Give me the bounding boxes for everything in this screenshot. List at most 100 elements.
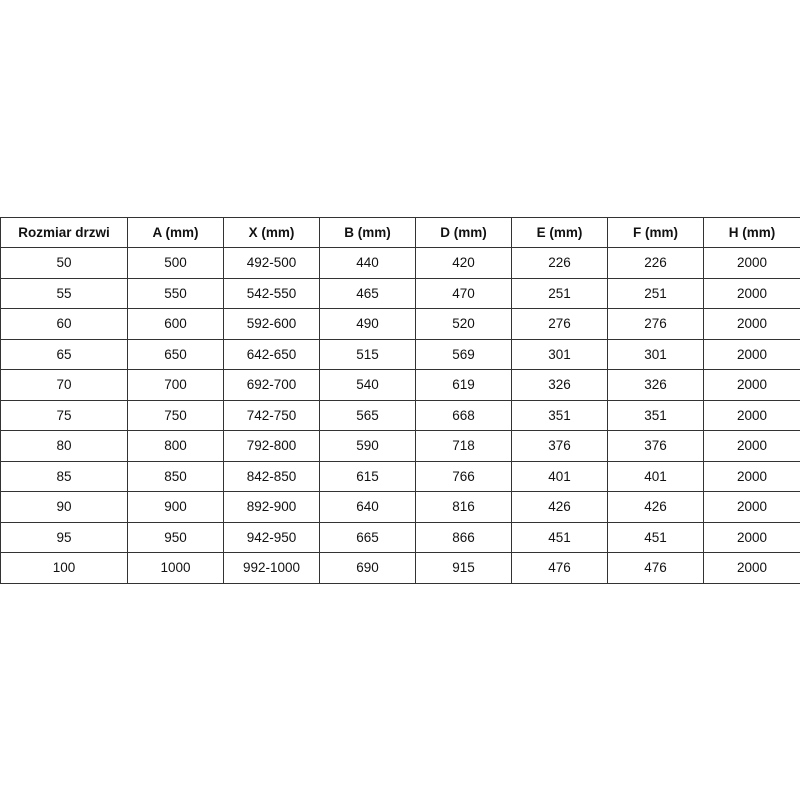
- table-cell: 642-650: [223, 338, 320, 370]
- table-row: 75 750 742-750 565 668 351 351 2000: [0, 399, 800, 431]
- table-cell: 80: [0, 430, 128, 462]
- table-cell: 2000: [703, 552, 800, 584]
- table-cell: 700: [127, 369, 224, 401]
- table-cell: 619: [415, 369, 512, 401]
- table-cell: 426: [511, 491, 608, 523]
- table-cell: 351: [511, 399, 608, 431]
- table-cell: 750: [127, 399, 224, 431]
- table-cell: 490: [319, 308, 416, 340]
- table-cell: 892-900: [223, 491, 320, 523]
- table-cell: 640: [319, 491, 416, 523]
- table-cell: 376: [607, 430, 704, 462]
- table-cell: 550: [127, 277, 224, 309]
- table-cell: 2000: [703, 247, 800, 279]
- table-cell: 226: [607, 247, 704, 279]
- column-header: A (mm): [127, 217, 224, 248]
- table-cell: 600: [127, 308, 224, 340]
- table-row: 60 600 592-600 490 520 276 276 2000: [0, 308, 800, 340]
- table-cell: 500: [127, 247, 224, 279]
- table-cell: 515: [319, 338, 416, 370]
- table-cell: 326: [607, 369, 704, 401]
- table-cell: 476: [511, 552, 608, 584]
- table-cell: 451: [607, 521, 704, 553]
- table-cell: 668: [415, 399, 512, 431]
- table-cell: 326: [511, 369, 608, 401]
- column-header: D (mm): [415, 217, 512, 248]
- table-cell: 2000: [703, 491, 800, 523]
- table-cell: 842-850: [223, 460, 320, 492]
- column-header: B (mm): [319, 217, 416, 248]
- table-cell: 2000: [703, 460, 800, 492]
- table-cell: 100: [0, 552, 128, 584]
- column-header: H (mm): [703, 217, 800, 248]
- table-cell: 540: [319, 369, 416, 401]
- column-header: E (mm): [511, 217, 608, 248]
- table-cell: 590: [319, 430, 416, 462]
- column-header: F (mm): [607, 217, 704, 248]
- table-cell: 85: [0, 460, 128, 492]
- table-row: 90 900 892-900 640 816 426 426 2000: [0, 491, 800, 523]
- table-cell: 565: [319, 399, 416, 431]
- table-cell: 376: [511, 430, 608, 462]
- table-cell: 301: [511, 338, 608, 370]
- table-cell: 650: [127, 338, 224, 370]
- table-cell: 470: [415, 277, 512, 309]
- table-cell: 592-600: [223, 308, 320, 340]
- table-cell: 476: [607, 552, 704, 584]
- table-cell: 690: [319, 552, 416, 584]
- table-cell: 2000: [703, 521, 800, 553]
- column-header: X (mm): [223, 217, 320, 248]
- table-cell: 2000: [703, 369, 800, 401]
- table-cell: 90: [0, 491, 128, 523]
- table-cell: 950: [127, 521, 224, 553]
- table-cell: 251: [607, 277, 704, 309]
- table-cell: 2000: [703, 430, 800, 462]
- table-cell: 75: [0, 399, 128, 431]
- table-cell: 742-750: [223, 399, 320, 431]
- table-cell: 2000: [703, 277, 800, 309]
- table-cell: 615: [319, 460, 416, 492]
- table-cell: 992-1000: [223, 552, 320, 584]
- table-cell: 301: [607, 338, 704, 370]
- table-cell: 251: [511, 277, 608, 309]
- table-cell: 60: [0, 308, 128, 340]
- table-cell: 276: [511, 308, 608, 340]
- table-cell: 792-800: [223, 430, 320, 462]
- table-row: 65 650 642-650 515 569 301 301 2000: [0, 338, 800, 370]
- table-cell: 542-550: [223, 277, 320, 309]
- table-cell: 900: [127, 491, 224, 523]
- table-row: 50 500 492-500 440 420 226 226 2000: [0, 247, 800, 279]
- table-cell: 569: [415, 338, 512, 370]
- table-row: 85 850 842-850 615 766 401 401 2000: [0, 460, 800, 492]
- table-cell: 426: [607, 491, 704, 523]
- table-cell: 816: [415, 491, 512, 523]
- table-cell: 401: [511, 460, 608, 492]
- table-cell: 800: [127, 430, 224, 462]
- table-header-row: Rozmiar drzwi A (mm) X (mm) B (mm) D (mm) E (…: [0, 217, 800, 248]
- table-cell: 692-700: [223, 369, 320, 401]
- table-cell: 420: [415, 247, 512, 279]
- table-cell: 70: [0, 369, 128, 401]
- table-cell: 718: [415, 430, 512, 462]
- table-cell: 65: [0, 338, 128, 370]
- table-cell: 2000: [703, 308, 800, 340]
- table-row: 80 800 792-800 590 718 376 376 2000: [0, 430, 800, 462]
- dimensions-table: Rozmiar drzwi A (mm) X (mm) B (mm) D (mm) E (…: [0, 217, 800, 584]
- table-row: 55 550 542-550 465 470 251 251 2000: [0, 277, 800, 309]
- table-cell: 276: [607, 308, 704, 340]
- table-row: 70 700 692-700 540 619 326 326 2000: [0, 369, 800, 401]
- table-cell: 1000: [127, 552, 224, 584]
- table-cell: 850: [127, 460, 224, 492]
- table-cell: 55: [0, 277, 128, 309]
- table-cell: 226: [511, 247, 608, 279]
- table-cell: 465: [319, 277, 416, 309]
- table-cell: 2000: [703, 338, 800, 370]
- table-cell: 665: [319, 521, 416, 553]
- table-cell: 2000: [703, 399, 800, 431]
- table-cell: 401: [607, 460, 704, 492]
- table-cell: 440: [319, 247, 416, 279]
- table-cell: 451: [511, 521, 608, 553]
- table-cell: 942-950: [223, 521, 320, 553]
- table-cell: 492-500: [223, 247, 320, 279]
- table-cell: 520: [415, 308, 512, 340]
